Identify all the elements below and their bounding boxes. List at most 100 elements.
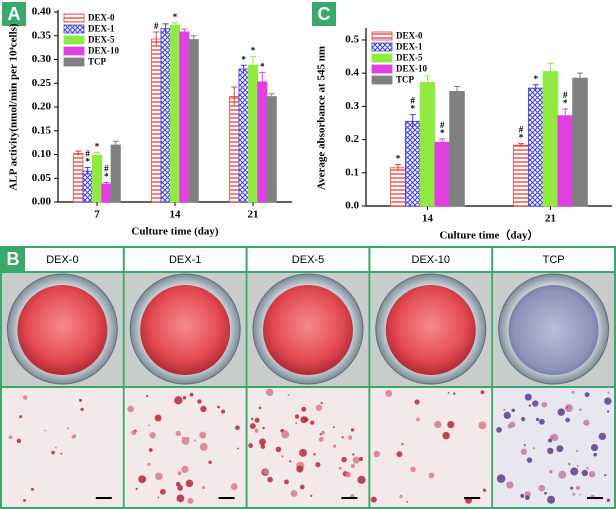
significance-mark: # [563, 90, 568, 100]
stain-spot [575, 449, 579, 453]
panel-label: C [318, 4, 331, 24]
stain-spot [148, 448, 153, 452]
stain-spot [248, 443, 254, 448]
error-bar [268, 93, 275, 100]
stain-spot [8, 435, 13, 440]
error-bar [181, 28, 188, 35]
error-bar [439, 138, 446, 146]
stain-spot [598, 432, 607, 441]
bar [247, 64, 259, 203]
stain-spot [547, 438, 553, 443]
significance-mark: # [104, 164, 109, 174]
stain-spot [607, 391, 610, 394]
stain-spot [352, 453, 355, 456]
stain-spot [564, 404, 573, 413]
y-tick-label: 0.3 [345, 100, 359, 112]
y-tick-label: 0.00 [32, 196, 52, 208]
stain-spot [350, 463, 355, 468]
stain-spot [299, 484, 305, 490]
stain-spot [576, 465, 579, 468]
stain-spot [341, 456, 347, 463]
bar [390, 167, 406, 207]
stain-spot [174, 396, 183, 405]
stain-spot [131, 430, 137, 436]
stain-spot [539, 418, 545, 425]
y-tick-label: 0.40 [32, 6, 52, 18]
stain-spot [289, 460, 292, 463]
stain-spot [290, 490, 298, 497]
stain-spot [217, 405, 220, 409]
stain-spot [549, 470, 553, 474]
bar [419, 82, 436, 207]
significance-mark: * [241, 54, 246, 64]
stain-spot [520, 448, 527, 455]
stain-spot [496, 474, 506, 483]
error-bar [231, 86, 238, 107]
stain-spot [535, 417, 540, 422]
stain-spot [301, 406, 307, 412]
bar [513, 144, 529, 207]
dish-content [17, 285, 108, 375]
error-bar [84, 166, 91, 175]
stain-spot [478, 421, 487, 430]
y-tick-label: 0.30 [32, 53, 52, 65]
stain-spot [300, 451, 303, 454]
stain-spot [503, 408, 506, 411]
stain-spot [606, 410, 610, 413]
panel-label-box [2, 2, 26, 26]
stain-spot [333, 444, 337, 448]
stain-spot [135, 487, 138, 491]
error-bar [153, 31, 160, 47]
stain-spot [177, 485, 184, 491]
y-tick-label: 0.0 [345, 200, 359, 212]
bar [101, 183, 112, 203]
stain-spot [520, 493, 525, 498]
stain-spot [146, 395, 149, 398]
stain-spot [416, 417, 420, 422]
significance-mark: * [533, 74, 538, 84]
y-axis-label: ALP activity(nmol/min per 10⁴cells) [8, 23, 20, 190]
bar [188, 39, 199, 203]
error-bar [240, 64, 247, 73]
legend-swatch [63, 35, 85, 45]
stain-spot [604, 474, 607, 477]
stain-spot [385, 389, 393, 397]
stain-spot [345, 471, 351, 478]
stain-spot [221, 409, 226, 414]
stain-spot [593, 452, 598, 457]
stain-spot [480, 390, 485, 395]
y-tick-label: 0.35 [32, 29, 52, 41]
stain-spot [275, 446, 282, 453]
stain-spot [447, 420, 455, 429]
dish-content [385, 285, 476, 375]
micrograph [2, 388, 123, 507]
stain-spot [157, 496, 160, 499]
error-bar [75, 150, 82, 156]
stain-spot [258, 406, 262, 410]
stain-spot [496, 427, 502, 433]
column-label: DEX-5 [292, 254, 324, 266]
legend-label: DEX-5 [88, 35, 115, 45]
stain-spot [571, 390, 575, 394]
stain-spot [525, 495, 530, 501]
error-bar [454, 85, 461, 97]
y-tick-label: 0.5 [345, 33, 359, 45]
significance-mark: * [440, 128, 445, 138]
bar [266, 96, 277, 203]
stain-spot [584, 392, 590, 398]
stain-spot [570, 486, 574, 490]
stain-spot [295, 422, 298, 425]
stain-spot [19, 415, 23, 419]
stain-spot [357, 475, 366, 484]
stain-spot [189, 392, 194, 397]
stain-spot [341, 436, 344, 439]
stain-spot [30, 487, 34, 491]
legend-label: DEX-0 [88, 13, 115, 23]
x-axis-label: Culture time (day) [131, 226, 219, 238]
stain-spot [558, 470, 567, 479]
stain-spot [532, 400, 539, 407]
stain-spot [176, 494, 185, 503]
stain-spot [565, 417, 571, 423]
stain-spot [549, 434, 555, 440]
